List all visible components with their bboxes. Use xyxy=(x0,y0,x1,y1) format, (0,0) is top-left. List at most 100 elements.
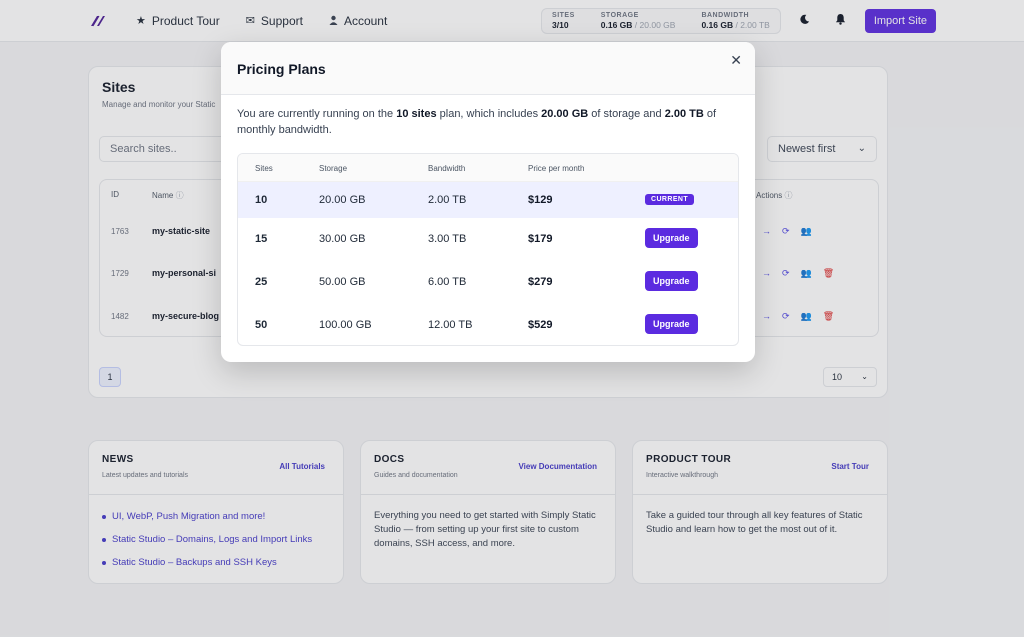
nav-support-label: Support xyxy=(260,13,303,28)
users-icon[interactable]: 👥 xyxy=(800,226,812,236)
all-tutorials-link[interactable]: All Tutorials xyxy=(279,462,325,471)
plan-sites: 10 xyxy=(255,194,268,206)
nav-product-tour-label: Product Tour xyxy=(151,13,220,28)
sites-search-input[interactable]: Search sites.. xyxy=(99,136,239,162)
usage-storage-value: 0.16 GB / 20.00 GB xyxy=(601,21,676,30)
usage-sites-value: 3/10 xyxy=(552,19,569,30)
divider xyxy=(361,494,615,495)
usage-bandwidth: BANDWIDTH 0.16 GB / 2.00 TB xyxy=(701,12,769,30)
col-actions-label: Actions xyxy=(756,191,783,200)
intro-sites: 10 sites xyxy=(396,108,437,120)
intro-text: You are currently running on the xyxy=(237,108,397,120)
usage-sites: SITES 3/10 xyxy=(552,12,575,30)
plan-price: $179 xyxy=(528,233,553,245)
row-id: 1729 xyxy=(111,269,129,278)
dark-mode-toggle-icon[interactable] xyxy=(793,14,817,28)
arrow-right-icon[interactable]: → xyxy=(762,226,771,236)
nav-support[interactable]: ✉ Support xyxy=(246,14,303,28)
import-site-button[interactable]: Import Site xyxy=(864,8,936,33)
chevron-down-icon: ⌄ xyxy=(861,372,868,381)
intro-text: plan, which includes xyxy=(436,108,542,120)
news-title: NEWS xyxy=(102,454,134,465)
plan-price: $279 xyxy=(528,276,553,288)
usage-bandwidth-value: 0.16 GB / 2.00 TB xyxy=(701,21,769,30)
upgrade-button[interactable]: Upgrade xyxy=(645,314,698,334)
sync-icon[interactable]: ⟳ xyxy=(782,268,790,278)
intro-text: of monthly bandwidth. xyxy=(237,108,717,136)
plan-description: You are currently running on the 10 site… xyxy=(237,106,737,138)
plan-bandwidth: 12.00 TB xyxy=(428,319,473,331)
view-documentation-link[interactable]: View Documentation xyxy=(518,462,597,471)
brand-logo-icon[interactable] xyxy=(88,11,108,31)
plan-row: 50 100.00 GB 12.00 TB $529 Upgrade xyxy=(238,307,738,343)
plan-storage: 50.00 GB xyxy=(319,276,366,288)
trash-icon[interactable]: 🗑 xyxy=(822,268,835,278)
usage-bandwidth-label: BANDWIDTH xyxy=(701,11,750,19)
pricing-plans-modal: Pricing Plans ✕ You are currently runnin… xyxy=(221,42,755,362)
sync-icon[interactable]: ⟳ xyxy=(782,311,790,321)
storage-total: / 20.00 GB xyxy=(634,19,676,30)
usage-summary: SITES 3/10 STORAGE 0.16 GB / 20.00 GB BA… xyxy=(541,7,781,34)
plan-sites: 15 xyxy=(255,233,268,245)
plan-storage: 100.00 GB xyxy=(319,319,372,331)
col-id: ID xyxy=(111,190,119,199)
intro-text: of storage and xyxy=(588,108,665,120)
plan-row: 15 30.00 GB 3.00 TB $179 Upgrade xyxy=(238,221,738,257)
row-id: 1482 xyxy=(111,312,129,321)
upgrade-button[interactable]: Upgrade xyxy=(645,271,698,291)
docs-title: DOCS xyxy=(374,454,405,465)
info-icon: ⓘ xyxy=(175,191,184,200)
intro-bandwidth: 2.00 TB xyxy=(664,108,704,120)
product-tour-card: PRODUCT TOUR Interactive walkthrough Sta… xyxy=(632,440,888,584)
modal-title: Pricing Plans xyxy=(237,61,326,77)
news-list: UI, WebP, Push Migration and more! Stati… xyxy=(102,511,312,580)
news-item[interactable]: Static Studio – Domains, Logs and Import… xyxy=(102,534,312,545)
envelope-icon: ✉ xyxy=(245,15,255,27)
plan-bandwidth: 2.00 TB xyxy=(428,194,467,206)
col-bandwidth: Bandwidth xyxy=(428,164,466,173)
arrow-right-icon[interactable]: → xyxy=(762,268,771,278)
news-item[interactable]: UI, WebP, Push Migration and more! xyxy=(102,511,312,522)
news-subtitle: Latest updates and tutorials xyxy=(102,472,189,479)
row-name[interactable]: my-personal-si xyxy=(152,268,217,278)
divider xyxy=(633,494,887,495)
sites-title: Sites xyxy=(102,79,136,95)
col-name-label: Name xyxy=(152,191,174,200)
info-icon: ⓘ xyxy=(784,191,793,200)
bandwidth-used: 0.16 GB xyxy=(701,19,734,30)
row-actions: → ⟳ 👥 xyxy=(762,226,823,237)
upgrade-button[interactable]: Upgrade xyxy=(645,228,698,248)
bandwidth-total: / 2.00 TB xyxy=(735,19,770,30)
sort-select[interactable]: Newest first ⌄ xyxy=(767,136,877,162)
nav-account[interactable]: Account xyxy=(329,14,387,28)
plan-price: $529 xyxy=(528,319,553,331)
plan-sites: 50 xyxy=(255,319,268,331)
modal-header: Pricing Plans ✕ xyxy=(221,42,755,95)
plan-storage: 30.00 GB xyxy=(319,233,366,245)
trash-icon[interactable]: 🗑 xyxy=(822,311,835,321)
row-name[interactable]: my-secure-blog xyxy=(152,311,220,321)
star-icon: ★ xyxy=(136,15,146,27)
per-page-select[interactable]: 10 ⌄ xyxy=(823,367,877,387)
users-icon[interactable]: 👥 xyxy=(800,311,812,321)
docs-body: Everything you need to get started with … xyxy=(374,510,596,549)
plan-bandwidth: 3.00 TB xyxy=(428,233,467,245)
start-tour-link[interactable]: Start Tour xyxy=(831,462,869,471)
row-id: 1763 xyxy=(111,227,129,236)
close-icon[interactable]: ✕ xyxy=(730,52,742,68)
sites-subtitle: Manage and monitor your Static xyxy=(102,100,216,109)
plan-row-current: 10 20.00 GB 2.00 TB $129 CURRENT xyxy=(238,182,738,218)
pagination-page[interactable]: 1 xyxy=(99,367,121,387)
row-actions: → ⟳ 👥 🗑 xyxy=(762,268,845,279)
users-icon[interactable]: 👥 xyxy=(800,268,812,278)
storage-used: 0.16 GB xyxy=(600,19,633,30)
notifications-bell-icon[interactable] xyxy=(829,13,853,28)
sync-icon[interactable]: ⟳ xyxy=(782,226,790,236)
row-name[interactable]: my-static-site xyxy=(152,226,211,236)
arrow-right-icon[interactable]: → xyxy=(762,311,771,321)
user-icon xyxy=(329,15,338,27)
divider xyxy=(89,494,343,495)
plan-row: 25 50.00 GB 6.00 TB $279 Upgrade xyxy=(238,264,738,300)
nav-product-tour[interactable]: ★ Product Tour xyxy=(136,14,220,28)
news-item[interactable]: Static Studio – Backups and SSH Keys xyxy=(102,557,312,568)
